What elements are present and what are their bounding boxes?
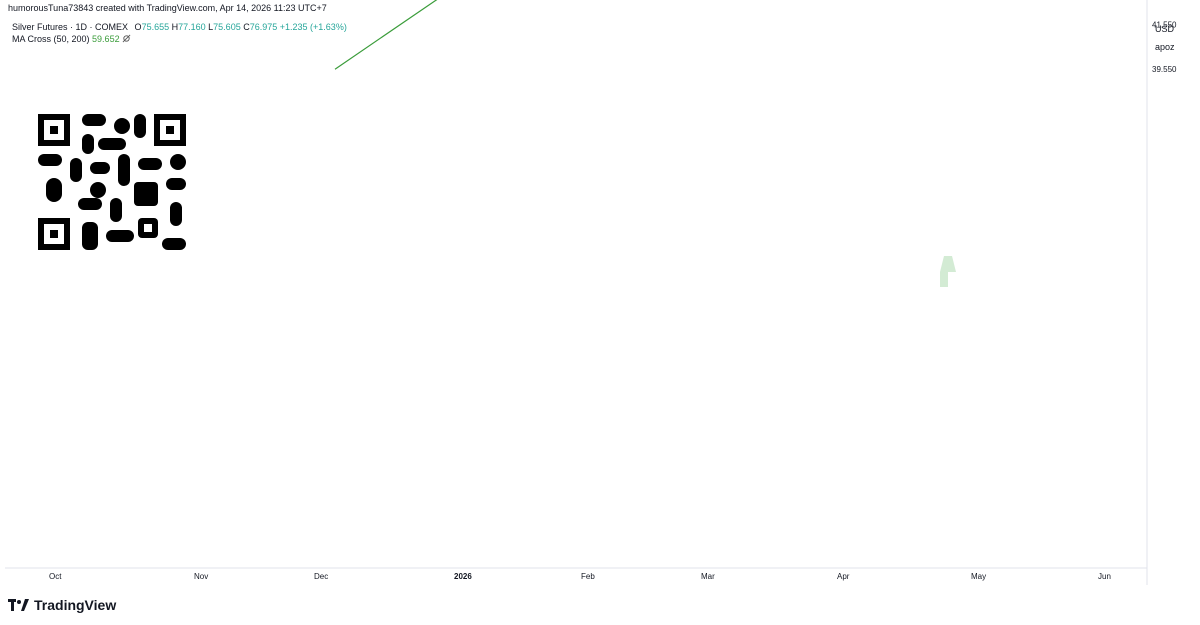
close-value: 76.975 (249, 22, 278, 32)
annotations-layer: 12062.6476.6xx73.7xx - 7470 (940, 256, 956, 287)
bullish-arrow-icon (940, 256, 956, 287)
x-tick-label: Dec (314, 572, 328, 581)
high-value: 77.160 (178, 22, 206, 32)
high-label: H (171, 22, 179, 32)
y-tick-label: 39.550 (1152, 65, 1177, 74)
chart-header: humorousTuna73843 created with TradingVi… (8, 3, 327, 13)
x-tick-label: Jun (1098, 572, 1111, 581)
change-value: +1.235 (+1.63%) (279, 22, 347, 32)
symbol-name[interactable]: Silver Futures · 1D · COMEX (12, 22, 129, 32)
x-tick-label: Oct (49, 572, 62, 581)
low-value: 75.605 (213, 22, 241, 32)
symbol-legend: Silver Futures · 1D · COMEX O75.655 H77.… (12, 22, 347, 32)
x-tick-label: Feb (581, 572, 595, 581)
indicator-legend: MA Cross (50, 200) 59.652 (12, 34, 131, 44)
open-label: O (134, 22, 142, 32)
x-tick-label: Nov (194, 572, 208, 581)
low-label: L (208, 22, 214, 32)
close-label: C (243, 22, 250, 32)
price-axis: 128.000120.000112.000104.00099.00094.000… (1146, 0, 1177, 585)
time-axis: Oct Nov Dec 2026 Feb Mar Apr May Jun (5, 567, 1147, 581)
scale-mode-label[interactable]: apoz (1155, 42, 1175, 52)
ma-value: 59.652 (92, 34, 120, 44)
x-tick-label: May (971, 572, 986, 581)
currency-label[interactable]: USD (1155, 24, 1175, 34)
y-tick-label: 41.550 (1152, 20, 1177, 29)
ma200-line (334, 0, 438, 70)
ma-label[interactable]: MA Cross (50, 200) (12, 34, 90, 44)
x-tick-label: Mar (701, 572, 715, 581)
x-tick-label: Apr (837, 572, 850, 581)
tradingview-brand: TradingView (34, 597, 117, 613)
tradingview-footer[interactable]: TradingView (8, 597, 116, 613)
open-value: 75.655 (141, 22, 170, 32)
ma-layer (334, 0, 438, 70)
eye-slash-icon[interactable] (122, 34, 131, 43)
x-tick-label: 2026 (454, 572, 472, 581)
tradingview-logo-icon (8, 599, 29, 611)
qr-code-image (38, 114, 186, 250)
